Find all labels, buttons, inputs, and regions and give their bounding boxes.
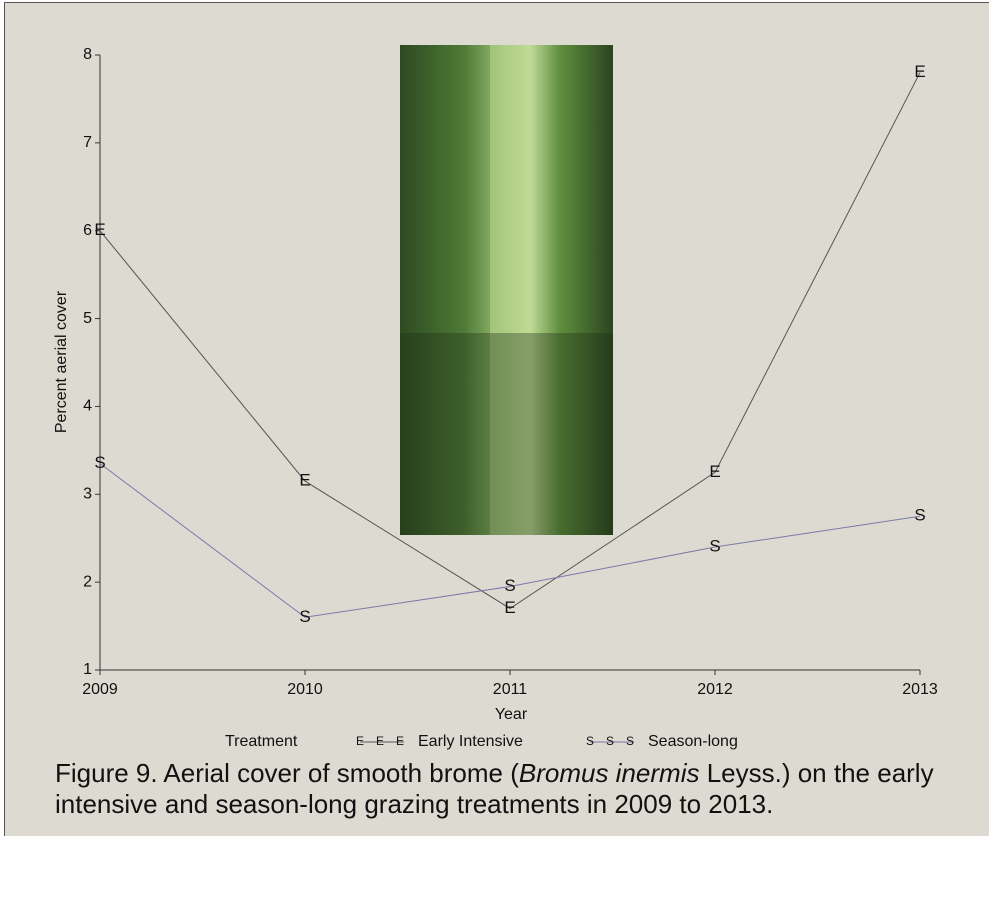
- y-tick-label: 7: [83, 134, 92, 151]
- photo-shade: [400, 333, 613, 535]
- y-tick-label: 1: [83, 661, 92, 678]
- x-tick-label: 2009: [82, 681, 118, 698]
- y-tick-label: 6: [83, 222, 92, 239]
- chart: Year Percent aerial cover Treatment 1 2 3 4…: [53, 45, 938, 750]
- y-tick-label: 4: [83, 398, 92, 415]
- x-tick-label: 2013: [902, 681, 938, 698]
- legend-label: Season-long: [648, 733, 738, 750]
- legend-label: Early Intensive: [418, 733, 523, 750]
- x-tick-label: 2010: [287, 681, 323, 698]
- x-tick-label: 2012: [697, 681, 733, 698]
- legend-marker: E: [376, 734, 384, 748]
- legend-marker: E: [356, 734, 364, 748]
- point-marker: S: [299, 607, 310, 626]
- caption-text: Leyss.) on the early intensive and seaso…: [55, 758, 934, 819]
- point-marker: S: [709, 536, 720, 555]
- point-marker: S: [504, 576, 515, 595]
- x-axis-label: Year: [495, 706, 528, 723]
- y-tick-label: 8: [83, 46, 92, 63]
- point-marker: S: [914, 506, 925, 525]
- caption-species: Bromus inermis: [518, 758, 700, 788]
- photo-stem: [490, 45, 530, 535]
- point-marker: E: [94, 220, 105, 239]
- x-tick-label: 2011: [493, 681, 528, 698]
- y-tick-label: 3: [83, 486, 92, 503]
- y-tick-label: 5: [83, 310, 92, 327]
- point-marker: S: [94, 453, 105, 472]
- legend-marker: E: [396, 734, 404, 748]
- legend-marker: S: [626, 734, 634, 748]
- y-axis-label: Percent aerial cover: [53, 290, 70, 433]
- caption-text: Figure 9. Aerial cover of smooth brome (: [55, 758, 519, 788]
- point-marker: E: [504, 598, 515, 617]
- legend-title: Treatment: [225, 733, 298, 750]
- series-line: [99, 72, 921, 610]
- point-marker: E: [709, 462, 720, 481]
- caption: Figure 9. Aerial cover of smooth brome (…: [55, 758, 935, 820]
- legend-marker: S: [586, 734, 594, 748]
- point-marker: E: [914, 62, 925, 81]
- legend-marker: S: [606, 734, 614, 748]
- point-marker: E: [299, 471, 310, 490]
- series-line: [99, 463, 921, 618]
- y-tick-label: 2: [83, 573, 92, 590]
